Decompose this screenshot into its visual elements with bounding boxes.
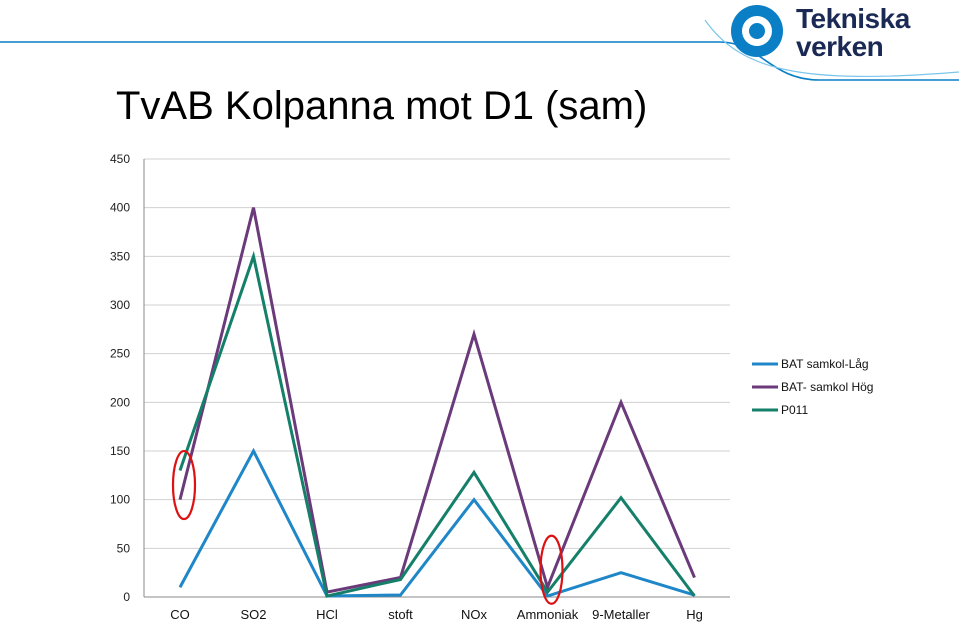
series-line xyxy=(178,447,695,598)
x-tick-label: 9-Metaller xyxy=(592,607,650,622)
legend-label: BAT samkol-Låg xyxy=(781,357,869,371)
y-tick-label: 50 xyxy=(117,541,131,555)
x-tick-label: stoft xyxy=(388,607,413,622)
legend-label: BAT- samkol Hög xyxy=(781,380,873,394)
axes: 0 50 100 150 200 250 300 350 400 450 CO SO2 HCl stoft… xyxy=(110,152,730,622)
y-tick-label: 300 xyxy=(110,298,130,312)
x-tick-label: SO2 xyxy=(240,607,266,622)
y-tick-label: 400 xyxy=(110,201,130,215)
highlight-ellipse xyxy=(539,534,564,605)
y-tick-label: 200 xyxy=(110,395,130,409)
logo-text-line2: verken xyxy=(796,31,884,62)
y-tick-label: 100 xyxy=(110,493,130,507)
series-line xyxy=(178,207,696,594)
logo-mark-core xyxy=(749,23,765,39)
y-tick-label: 350 xyxy=(110,249,130,263)
legend-label: P011 xyxy=(781,403,808,417)
annotations xyxy=(171,449,564,605)
series-lines xyxy=(178,207,696,598)
logo xyxy=(0,5,959,81)
page-title: TvAB Kolpanna mot D1 (sam) xyxy=(116,84,648,128)
y-tick-label: 0 xyxy=(123,590,130,604)
legend: BAT samkol-Låg BAT- samkol Hög P011 xyxy=(752,357,873,417)
x-tick-label: NOx xyxy=(461,607,488,622)
x-tick-label: Hg xyxy=(686,607,703,622)
series-line xyxy=(178,250,696,598)
y-tick-label: 250 xyxy=(110,347,130,361)
logo-text-line1: Tekniska xyxy=(796,3,910,34)
x-tick-label: Ammoniak xyxy=(517,607,579,622)
highlight-ellipse xyxy=(171,449,197,521)
y-tick-label: 450 xyxy=(110,152,130,166)
x-tick-label: CO xyxy=(170,607,190,622)
logo-swoosh-light xyxy=(704,19,959,78)
y-tick-label: 150 xyxy=(110,444,130,458)
x-tick-label: HCl xyxy=(316,607,338,622)
